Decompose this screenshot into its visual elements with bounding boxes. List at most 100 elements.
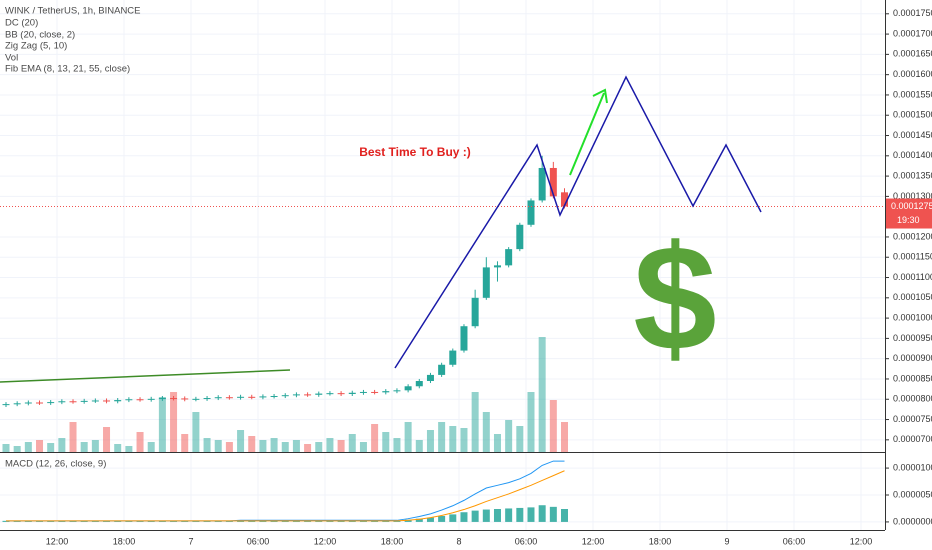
candle-body	[404, 386, 412, 391]
macd-histogram-bar	[147, 520, 155, 522]
x-tick-label: 12:00	[582, 536, 605, 546]
x-tick-label: 18:00	[113, 536, 136, 546]
volume-bar	[359, 442, 367, 452]
candle-body	[304, 394, 312, 396]
candle-body	[259, 396, 267, 398]
macd-histogram-bar	[348, 520, 356, 522]
x-tick-label: 06:00	[515, 536, 538, 546]
volume-bar	[460, 428, 468, 452]
macd-histogram-bar	[47, 520, 55, 522]
y-tick-label: 0.0001200	[893, 231, 932, 241]
macd-histogram-bar	[69, 520, 77, 522]
macd-histogram-bar	[58, 520, 66, 522]
macd-histogram-bar	[292, 520, 300, 522]
candle-body	[337, 393, 345, 395]
candle-body	[438, 364, 446, 375]
candle-body	[538, 167, 546, 201]
y-tick-label: 0.0001450	[893, 130, 932, 140]
macd-histogram-bar	[371, 520, 379, 522]
macd-label: MACD (12, 26, close, 9)	[5, 459, 106, 470]
candle-body	[426, 374, 434, 381]
y-tick-label: 0.0000700	[893, 434, 932, 444]
volume-bar	[24, 442, 32, 452]
candle-body	[58, 401, 66, 403]
volume-bar	[69, 422, 77, 452]
volume-bar	[348, 434, 356, 452]
volume-bar	[516, 426, 524, 452]
candle-body	[359, 391, 367, 393]
y-tick-label: 0.0001550	[893, 89, 932, 99]
volume-bar	[482, 412, 490, 452]
x-tick-label: 12:00	[314, 536, 337, 546]
candle-body	[158, 398, 166, 400]
candle-body	[24, 402, 32, 404]
candle-body	[460, 326, 468, 351]
y-tick-label: 0.0001350	[893, 170, 932, 180]
y2-tick-label: 0.0000100	[893, 462, 932, 472]
candle-body	[371, 391, 379, 393]
volume-bar	[36, 440, 44, 452]
macd-histogram-bar	[13, 520, 21, 522]
x-tick-label: 9	[724, 536, 729, 546]
volume-bar	[158, 397, 166, 452]
volume-bar	[505, 420, 513, 452]
y-tick-label: 0.0000800	[893, 394, 932, 404]
candle-body	[527, 200, 535, 225]
volume-bar	[549, 400, 557, 452]
candle-body	[415, 380, 423, 387]
volume-bar	[415, 440, 423, 452]
candle-body	[393, 390, 401, 392]
macd-histogram-bar	[549, 506, 557, 522]
volume-bar	[438, 422, 446, 452]
y-tick-label: 0.0001750	[893, 8, 932, 18]
macd-histogram-bar	[315, 520, 323, 522]
y-tick-label: 0.0001400	[893, 150, 932, 160]
legend-entry: Zig Zag (5, 10)	[5, 41, 67, 52]
volume-bar	[326, 438, 334, 452]
candle-body	[493, 265, 501, 268]
macd-histogram-bar	[304, 520, 312, 522]
volume-bar	[2, 444, 10, 452]
volume-bar	[103, 427, 111, 452]
volume-bar	[404, 422, 412, 452]
volume-bar	[315, 442, 323, 452]
candle-body	[69, 401, 77, 403]
candle-body	[125, 399, 133, 401]
candle-body	[47, 402, 55, 404]
macd-histogram-bar	[516, 507, 524, 522]
marks	[0, 155, 885, 522]
legend-entry: WINK / TetherUS, 1h, BINANCE	[5, 6, 141, 17]
volume-bar	[58, 438, 66, 452]
volume-bar	[393, 438, 401, 452]
volume-bar	[371, 424, 379, 452]
volume-bar	[192, 412, 200, 452]
candle-body	[516, 224, 524, 250]
candle-body	[114, 400, 122, 402]
legend-entry: Fib EMA (8, 13, 21, 55, close)	[5, 64, 130, 75]
volume-bar	[382, 432, 390, 452]
macd-histogram-bar	[460, 512, 468, 522]
candle-body	[449, 350, 457, 365]
volume-bar	[147, 442, 155, 452]
macd-histogram-bar	[493, 509, 501, 522]
candle-body	[561, 192, 568, 207]
volume-bar	[426, 430, 434, 452]
dollar-sign: $	[633, 214, 716, 382]
macd-histogram-bar	[527, 507, 535, 522]
macd-histogram-bar	[270, 520, 278, 522]
macd-histogram-bar	[103, 520, 111, 522]
macd-histogram-bar	[471, 510, 479, 522]
candle-body	[315, 393, 323, 395]
candle-body	[326, 393, 334, 395]
candle-body	[36, 402, 44, 404]
y-tick-label: 0.0001300	[893, 191, 932, 201]
candle-body	[248, 396, 256, 398]
y-tick-label: 0.0000850	[893, 373, 932, 383]
macd-histogram-bar	[438, 516, 446, 522]
candle-body	[214, 397, 222, 399]
y-tick-label: 0.0001500	[893, 110, 932, 120]
arrow	[569, 92, 605, 176]
volume-bar	[170, 392, 178, 452]
last-price-label: 0.0001275	[891, 201, 932, 211]
grid	[0, 0, 885, 530]
